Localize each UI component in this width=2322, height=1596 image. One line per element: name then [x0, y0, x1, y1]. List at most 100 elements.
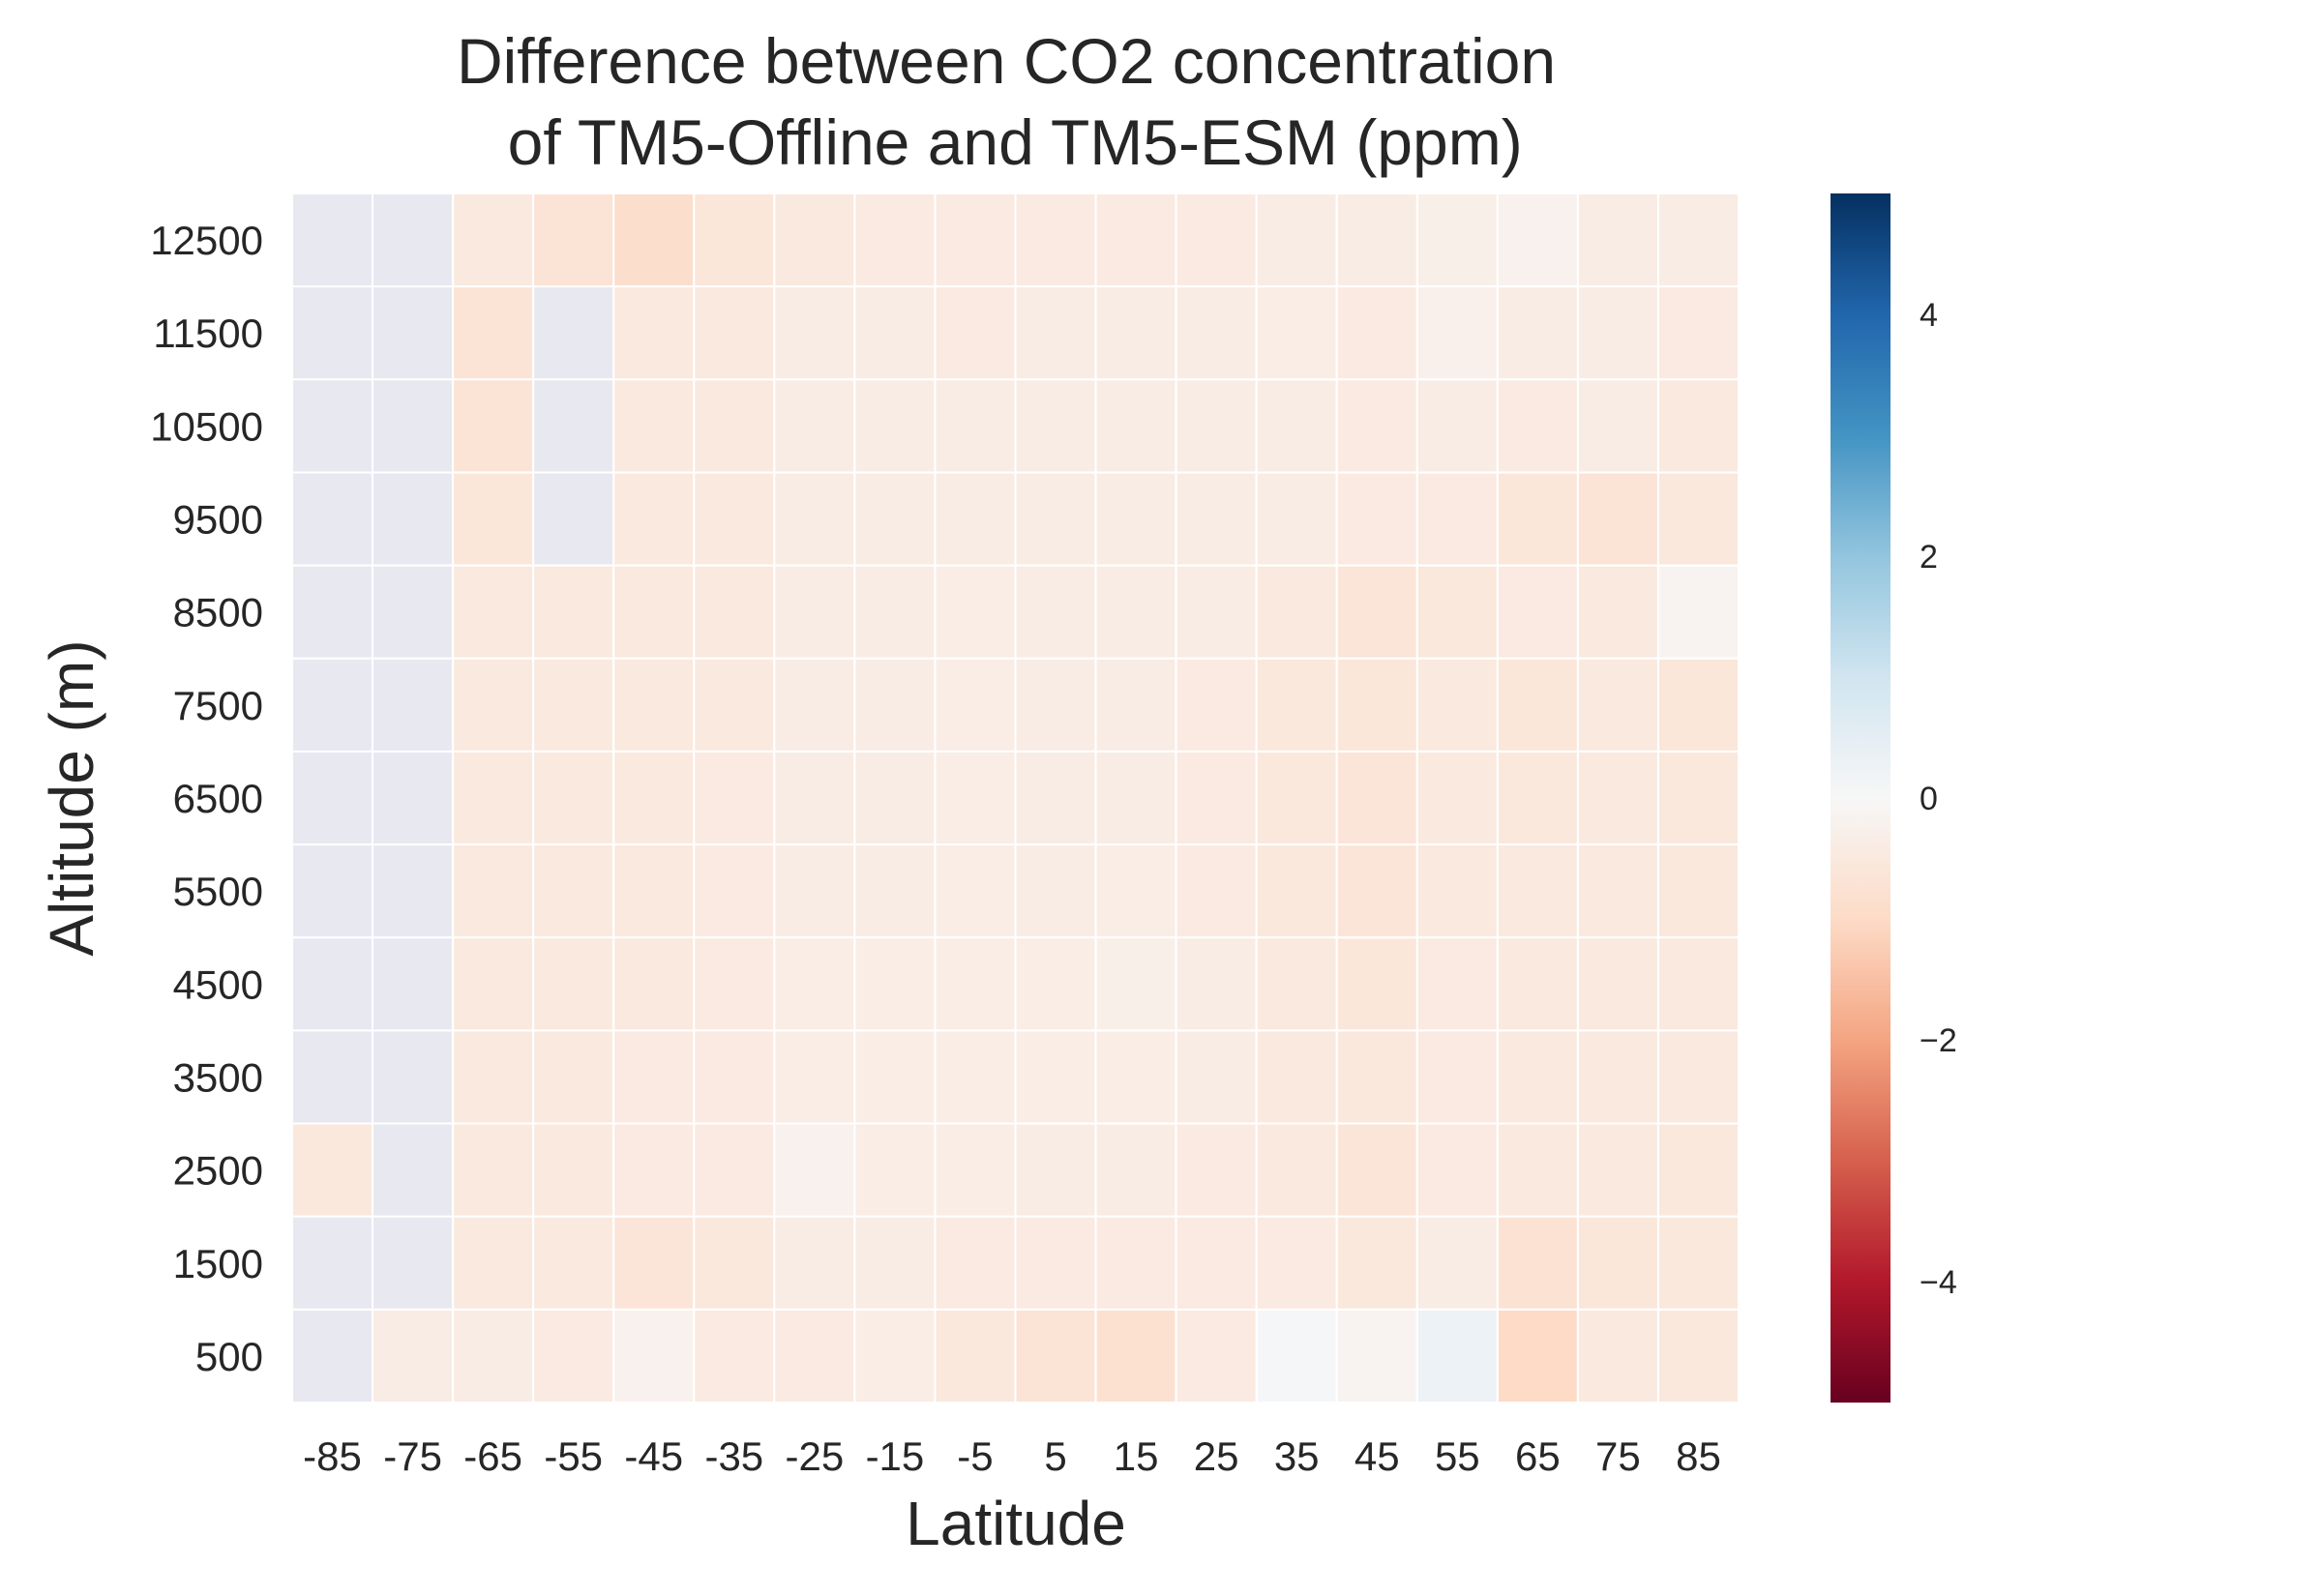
heatmap-cell — [532, 750, 615, 846]
x-tick-label: -35 — [704, 1433, 763, 1479]
heatmap-cell — [1255, 1122, 1338, 1218]
colorbar-tick-labels: 4 2 0 −2 −4 — [1920, 297, 1957, 1301]
heatmap-cell — [1094, 936, 1177, 1032]
heatmap-cell — [1014, 750, 1097, 846]
x-tick-label: -85 — [303, 1433, 362, 1479]
heatmap-cell — [773, 285, 856, 381]
heatmap-cell — [532, 936, 615, 1032]
heatmap-cell — [532, 1029, 615, 1125]
x-tick-label: -45 — [624, 1433, 683, 1479]
heatmap-cell — [934, 657, 1017, 753]
heatmap-cell — [853, 1029, 937, 1125]
heatmap-cell — [1415, 936, 1499, 1032]
heatmap-cell — [1496, 564, 1579, 660]
heatmap-cell — [1014, 1308, 1097, 1404]
heatmap-cell — [773, 1308, 856, 1404]
x-tick-label: 15 — [1114, 1433, 1159, 1479]
heatmap-cell — [934, 843, 1017, 939]
x-axis-label: Latitude — [906, 1489, 1126, 1558]
heatmap-cell — [612, 1308, 696, 1404]
heatmap-cell — [1496, 1308, 1579, 1404]
heatmap-cell — [1576, 1215, 1659, 1311]
heatmap-cell — [1094, 564, 1177, 660]
heatmap-cell — [1335, 1308, 1418, 1404]
heatmap-cell — [1656, 1122, 1741, 1218]
y-tick-label: 12500 — [150, 218, 263, 263]
heatmap-cell — [532, 564, 615, 660]
heatmap-cell — [1014, 285, 1097, 381]
heatmap-cell — [1415, 1122, 1499, 1218]
heatmap-cell — [1335, 1029, 1418, 1125]
heatmap-cell — [853, 657, 937, 753]
heatmap-cells — [291, 192, 1741, 1404]
heatmap-cell — [452, 750, 535, 846]
heatmap-cell — [934, 285, 1017, 381]
heatmap-cell — [1175, 750, 1258, 846]
heatmap-cell — [1335, 471, 1418, 567]
heatmap-cell — [372, 1029, 455, 1125]
heatmap-cell — [452, 285, 535, 381]
heatmap-cell — [693, 1308, 776, 1404]
heatmap-cell — [1175, 843, 1258, 939]
heatmap-cell — [1014, 378, 1097, 474]
heatmap-cell — [934, 192, 1017, 288]
heatmap-cell — [452, 1215, 535, 1311]
heatmap-cell — [1335, 285, 1418, 381]
heatmap-cell — [291, 1215, 374, 1311]
x-tick-label: 75 — [1595, 1433, 1641, 1479]
heatmap-cell — [693, 1029, 776, 1125]
colorbar — [1831, 193, 1890, 1403]
heatmap-cell — [1255, 750, 1338, 846]
heatmap-cell — [291, 657, 374, 753]
heatmap-cell — [372, 285, 455, 381]
heatmap-cell — [372, 936, 455, 1032]
heatmap-cell — [1656, 192, 1741, 288]
y-tick-label: 9500 — [173, 497, 263, 543]
heatmap-cell — [1656, 471, 1741, 567]
heatmap-cell — [1656, 1029, 1741, 1125]
y-tick-label: 10500 — [150, 403, 263, 449]
heatmap-cell — [1415, 564, 1499, 660]
heatmap-cell — [1656, 1215, 1741, 1311]
heatmap-cell — [934, 471, 1017, 567]
x-tick-label: -55 — [544, 1433, 603, 1479]
x-tick-label: 65 — [1515, 1433, 1561, 1479]
heatmap-cell — [532, 285, 615, 381]
heatmap-cell — [1014, 1122, 1097, 1218]
heatmap-cell — [1656, 750, 1741, 846]
heatmap-cell — [693, 843, 776, 939]
heatmap-cell — [1496, 1122, 1579, 1218]
heatmap-cell — [693, 1122, 776, 1218]
heatmap-cell — [1255, 843, 1338, 939]
heatmap-cell — [1175, 1029, 1258, 1125]
chart-title-line-2: of TM5-Offline and TM5-ESM (ppm) — [490, 106, 1522, 178]
heatmap-cell — [693, 192, 776, 288]
heatmap-cell — [452, 192, 535, 288]
heatmap-cell — [853, 1308, 937, 1404]
heatmap-cell — [773, 750, 856, 846]
heatmap-cell — [773, 1122, 856, 1218]
x-tick-label: 55 — [1435, 1433, 1480, 1479]
heatmap-cell — [1335, 1215, 1418, 1311]
heatmap-cell — [1656, 564, 1741, 660]
heatmap-cell — [853, 1122, 937, 1218]
heatmap-cell — [853, 192, 937, 288]
heatmap-cell — [612, 843, 696, 939]
heatmap-cell — [853, 936, 937, 1032]
x-tick-label: -75 — [383, 1433, 442, 1479]
y-tick-label: 6500 — [173, 776, 263, 821]
x-tick-label: -65 — [463, 1433, 522, 1479]
heatmap-cell — [934, 750, 1017, 846]
heatmap-cell — [532, 657, 615, 753]
heatmap-cell — [291, 564, 374, 660]
heatmap-cell — [1255, 192, 1338, 288]
heatmap-cell — [291, 750, 374, 846]
heatmap-cell — [1496, 843, 1579, 939]
heatmap-cell — [291, 285, 374, 381]
heatmap-cell — [773, 378, 856, 474]
heatmap-cell — [372, 1308, 455, 1404]
heatmap-cell — [1496, 750, 1579, 846]
y-axis-label: Altitude (m) — [37, 639, 106, 956]
heatmap-cell — [532, 192, 615, 288]
